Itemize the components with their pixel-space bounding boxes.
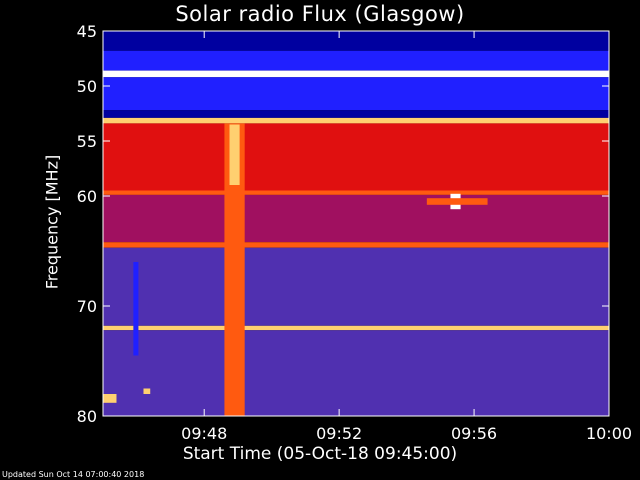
y-axis-label: Frequency [MHz] bbox=[42, 154, 62, 290]
frequency-band bbox=[103, 194, 609, 243]
y-tick-label: 50 bbox=[77, 77, 97, 96]
x-tick-label: 09:48 bbox=[181, 424, 227, 443]
frequency-band bbox=[103, 70, 609, 78]
x-axis-label: Start Time (05-Oct-18 09:45:00) bbox=[182, 444, 458, 464]
radio-burst bbox=[426, 198, 488, 205]
y-tick-label: 45 bbox=[77, 22, 97, 41]
radio-burst bbox=[143, 388, 151, 394]
spectrogram-plot-area bbox=[103, 31, 609, 417]
x-tick-label: 10:00 bbox=[586, 424, 632, 443]
y-tick-label: 70 bbox=[77, 297, 97, 316]
frequency-band bbox=[103, 50, 609, 71]
frequency-band bbox=[103, 190, 609, 195]
frequency-band bbox=[103, 31, 609, 51]
frequency-band bbox=[103, 325, 609, 331]
chart-title: Solar radio Flux (Glasgow) bbox=[175, 2, 465, 26]
y-tick-label: 60 bbox=[77, 187, 97, 206]
frequency-band bbox=[103, 117, 609, 124]
radio-burst bbox=[229, 124, 240, 185]
x-tick-label: 09:56 bbox=[451, 424, 497, 443]
frequency-band bbox=[103, 123, 609, 191]
radio-burst bbox=[133, 262, 139, 356]
radio-burst bbox=[103, 394, 117, 403]
frequency-band bbox=[103, 330, 609, 416]
frequency-band bbox=[103, 77, 609, 111]
frequency-band bbox=[103, 110, 609, 118]
x-tick-label: 09:52 bbox=[316, 424, 362, 443]
frequency-band bbox=[103, 242, 609, 248]
updated-timestamp: Updated Sun Oct 14 07:00:40 2018 bbox=[2, 470, 145, 479]
axes: 45 50 55 60 70 80 09:48 09:52 09:56 10:00 bbox=[77, 22, 632, 443]
y-tick-label: 80 bbox=[77, 407, 97, 426]
radio-burst bbox=[224, 123, 245, 417]
plot-frame bbox=[102, 30, 610, 417]
frequency-band bbox=[103, 247, 609, 326]
y-tick-label: 55 bbox=[77, 132, 97, 151]
